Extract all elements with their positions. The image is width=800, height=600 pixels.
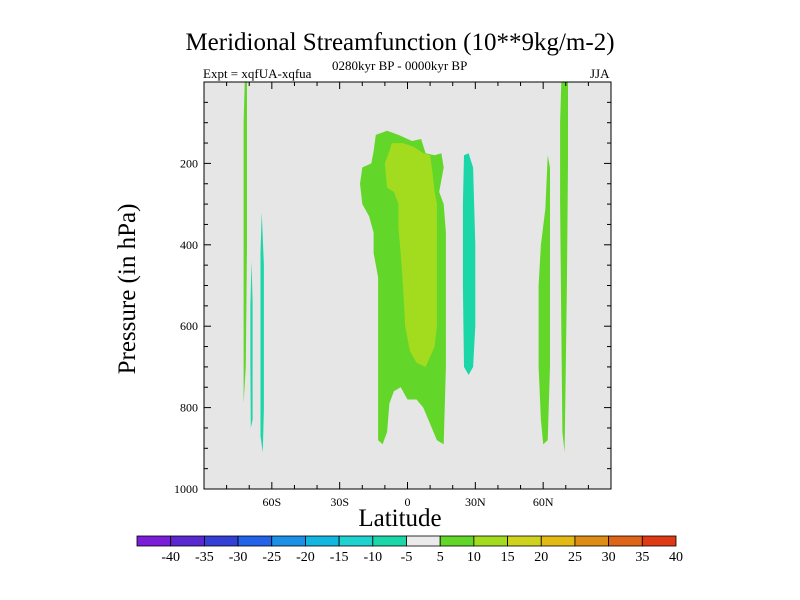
colorbar-label: 5 bbox=[437, 550, 444, 565]
colorbar: -40 -35 -30 -25 -20 -15 -10 -5 5 10 15 20 25 30 35 40 bbox=[136, 535, 683, 565]
x-tick-label: 60N bbox=[533, 495, 554, 509]
time-range-label: 0280kyr BP - 0000kyr BP bbox=[332, 58, 468, 73]
contour-regions bbox=[243, 82, 568, 453]
colorbar-label: 40 bbox=[669, 550, 683, 565]
colorbar-label: -10 bbox=[363, 550, 382, 565]
colorbar-swatch bbox=[136, 535, 172, 547]
season-label: JJA bbox=[590, 66, 610, 81]
colorbar-label: -25 bbox=[262, 550, 281, 565]
y-tick-label: 1000 bbox=[174, 482, 198, 496]
colorbar-swatch bbox=[641, 535, 677, 547]
y-tick-label: 400 bbox=[180, 238, 198, 252]
colorbar-label: -40 bbox=[161, 550, 180, 565]
colorbar-swatch bbox=[406, 535, 441, 547]
chart-title: Meridional Streamfunction (10**9kg/m-2) bbox=[185, 29, 615, 56]
region-nh-highlat-positive-a bbox=[538, 155, 550, 445]
colorbar-swatch bbox=[271, 535, 306, 547]
colorbar-swatch bbox=[540, 535, 576, 547]
colorbar-swatch bbox=[372, 535, 407, 547]
region-nh-highlat-positive-b bbox=[560, 82, 568, 453]
colorbar-label: -30 bbox=[229, 550, 248, 565]
colorbar-swatch bbox=[608, 535, 643, 547]
colorbar-label: 35 bbox=[635, 550, 649, 565]
colorbar-swatch bbox=[170, 535, 205, 547]
y-axis-label: Pressure (in hPa) bbox=[114, 203, 141, 375]
colorbar-label: 10 bbox=[467, 550, 481, 565]
colorbar-label: 30 bbox=[602, 550, 616, 565]
colorbar-swatch bbox=[507, 535, 542, 547]
colorbar-label: -35 bbox=[195, 550, 214, 565]
colorbar-label: 25 bbox=[568, 550, 582, 565]
region-sh-negative-b bbox=[260, 212, 264, 453]
colorbar-swatch bbox=[305, 535, 340, 547]
y-tick-label: 200 bbox=[180, 156, 198, 170]
region-tropical-positive-inner bbox=[384, 143, 437, 367]
x-tick-label: 0 bbox=[405, 495, 411, 509]
colorbar-label: 20 bbox=[534, 550, 548, 565]
y-tick-label: 600 bbox=[180, 319, 198, 333]
colorbar-swatch bbox=[203, 535, 239, 547]
x-tick-label: 30N bbox=[465, 495, 486, 509]
region-nh-subtropical-negative bbox=[462, 153, 476, 375]
y-tick-label: 800 bbox=[180, 401, 198, 415]
colorbar-swatch bbox=[574, 535, 610, 547]
x-axis-label: Latitude bbox=[358, 505, 442, 532]
colorbar-label: -5 bbox=[401, 550, 413, 565]
region-sh-negative-a bbox=[250, 261, 253, 428]
colorbar-swatch bbox=[473, 535, 508, 547]
region-sh-polar-positive bbox=[243, 82, 247, 404]
colorbar-label: -20 bbox=[296, 550, 315, 565]
colorbar-label: -15 bbox=[330, 550, 349, 565]
axis-ticks: 60S 30S 0 30N 60N 200 400 600 800 1000 bbox=[174, 82, 611, 509]
x-tick-label: 60S bbox=[262, 495, 281, 509]
colorbar-swatch bbox=[338, 535, 374, 547]
x-tick-label: 30S bbox=[330, 495, 349, 509]
experiment-label: Expt = xqfUA-xqfua bbox=[203, 66, 312, 81]
colorbar-label: 15 bbox=[501, 550, 515, 565]
colorbar-swatch bbox=[237, 535, 273, 547]
colorbar-swatch bbox=[439, 535, 475, 547]
